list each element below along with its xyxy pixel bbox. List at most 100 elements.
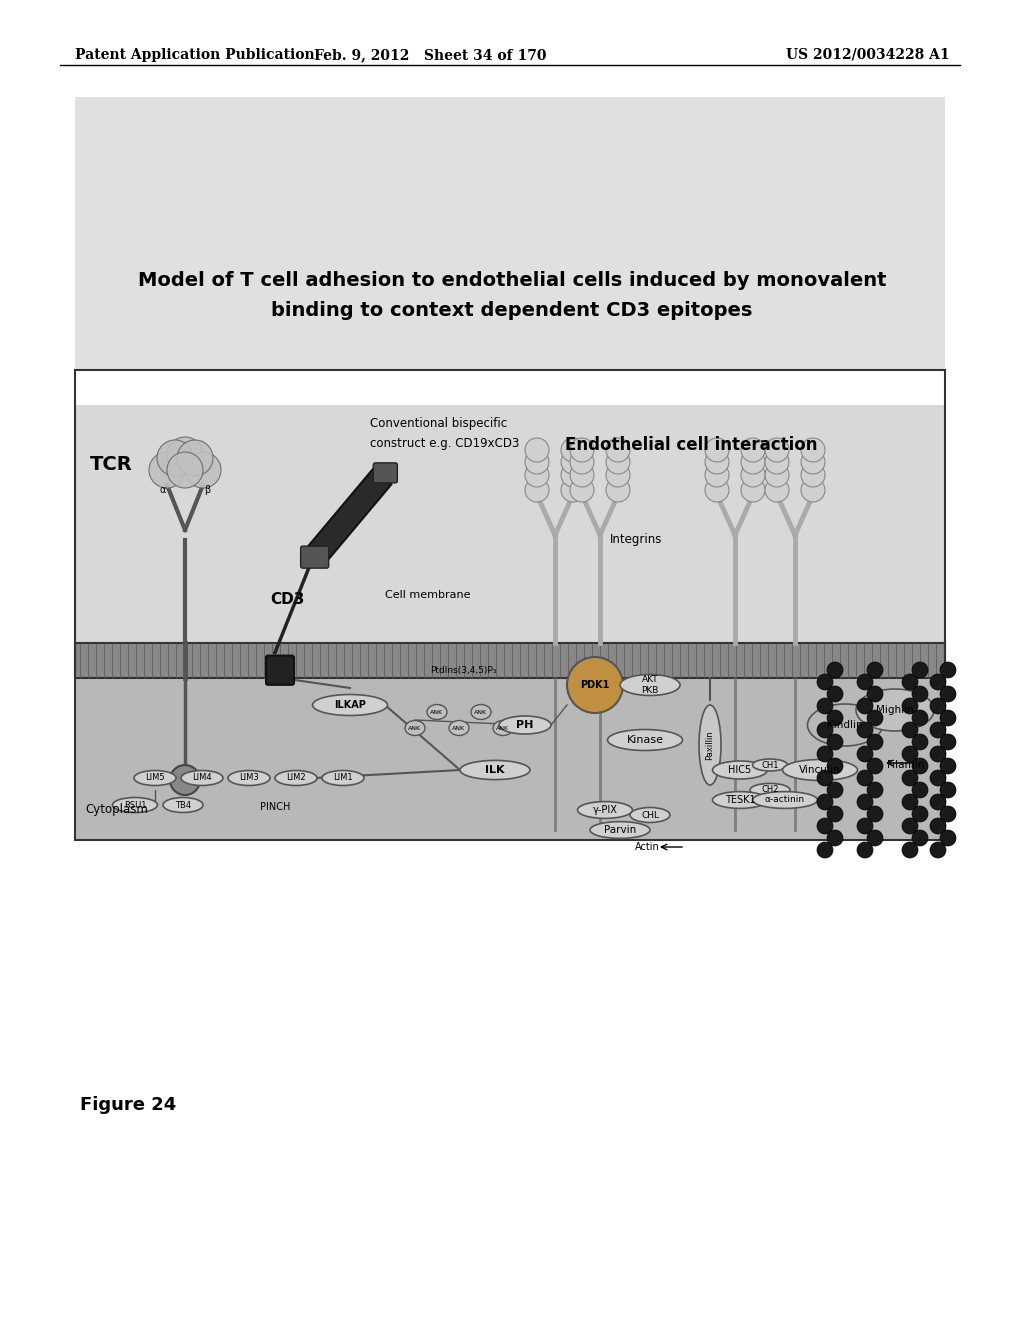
Text: Cell membrane: Cell membrane — [385, 590, 470, 601]
Text: Parvin: Parvin — [604, 825, 636, 836]
Ellipse shape — [713, 792, 768, 808]
Circle shape — [741, 450, 765, 474]
Circle shape — [912, 830, 928, 846]
Circle shape — [902, 746, 918, 762]
Ellipse shape — [699, 705, 721, 785]
Circle shape — [705, 450, 729, 474]
Text: LIM5: LIM5 — [145, 774, 165, 783]
Circle shape — [765, 438, 790, 462]
Ellipse shape — [493, 721, 513, 735]
FancyBboxPatch shape — [266, 656, 294, 685]
Circle shape — [570, 450, 594, 474]
Circle shape — [912, 663, 928, 678]
Ellipse shape — [471, 705, 490, 719]
Circle shape — [930, 675, 946, 690]
Bar — [75, 370, 945, 840]
Ellipse shape — [630, 808, 670, 822]
Circle shape — [741, 463, 765, 487]
Ellipse shape — [312, 694, 387, 715]
Circle shape — [801, 478, 825, 502]
Circle shape — [940, 807, 956, 822]
Circle shape — [827, 686, 843, 702]
Circle shape — [930, 818, 946, 834]
Circle shape — [570, 478, 594, 502]
Ellipse shape — [181, 771, 223, 785]
Circle shape — [912, 734, 928, 750]
FancyBboxPatch shape — [374, 463, 397, 483]
Bar — [75, 643, 945, 678]
Circle shape — [177, 440, 213, 477]
Circle shape — [801, 450, 825, 474]
Text: TCR: TCR — [90, 455, 133, 474]
Circle shape — [857, 722, 873, 738]
Circle shape — [867, 830, 883, 846]
Text: Vinculin: Vinculin — [800, 766, 841, 775]
Circle shape — [817, 770, 833, 785]
Circle shape — [940, 830, 956, 846]
Circle shape — [930, 698, 946, 714]
Circle shape — [570, 463, 594, 487]
Text: CH2: CH2 — [761, 785, 778, 795]
Text: Actin: Actin — [635, 842, 659, 851]
Text: TB4: TB4 — [175, 800, 191, 809]
Circle shape — [561, 450, 585, 474]
Circle shape — [857, 770, 873, 785]
Text: ANK: ANK — [409, 726, 422, 730]
Circle shape — [940, 663, 956, 678]
Bar — [75, 678, 945, 840]
Ellipse shape — [607, 730, 683, 751]
Circle shape — [902, 722, 918, 738]
Ellipse shape — [228, 771, 270, 785]
Circle shape — [857, 795, 873, 810]
Circle shape — [525, 478, 549, 502]
Text: Figure 24: Figure 24 — [80, 1096, 176, 1114]
Circle shape — [912, 807, 928, 822]
Polygon shape — [308, 469, 391, 561]
Circle shape — [606, 478, 630, 502]
Circle shape — [606, 450, 630, 474]
Circle shape — [867, 734, 883, 750]
Ellipse shape — [275, 771, 317, 785]
Ellipse shape — [808, 704, 883, 746]
Circle shape — [150, 451, 185, 488]
Circle shape — [940, 710, 956, 726]
Ellipse shape — [322, 771, 364, 785]
Text: γ-PIX: γ-PIX — [593, 805, 617, 814]
Circle shape — [606, 463, 630, 487]
Text: Filamin: Filamin — [887, 760, 925, 770]
Text: Model of T cell adhesion to endothelial cells induced by monovalent: Model of T cell adhesion to endothelial … — [138, 271, 886, 289]
Circle shape — [867, 686, 883, 702]
Text: PINCH: PINCH — [260, 803, 290, 812]
Circle shape — [940, 781, 956, 799]
Text: ANK: ANK — [497, 726, 510, 730]
Text: LIM2: LIM2 — [286, 774, 306, 783]
Circle shape — [912, 781, 928, 799]
Circle shape — [525, 463, 549, 487]
Circle shape — [912, 758, 928, 774]
Text: CH1: CH1 — [761, 760, 778, 770]
Text: ILK: ILK — [485, 766, 505, 775]
Ellipse shape — [499, 715, 551, 734]
Text: Patent Application Publication: Patent Application Publication — [75, 48, 314, 62]
Ellipse shape — [753, 792, 817, 808]
Text: Kinase: Kinase — [627, 735, 664, 744]
Text: LIM4: LIM4 — [193, 774, 212, 783]
Circle shape — [157, 440, 193, 477]
Ellipse shape — [449, 721, 469, 735]
Text: Integrins: Integrins — [610, 533, 663, 546]
Circle shape — [817, 746, 833, 762]
Ellipse shape — [163, 797, 203, 813]
Bar — [75, 405, 945, 678]
Text: PH: PH — [516, 719, 534, 730]
Circle shape — [902, 698, 918, 714]
Text: HIC5: HIC5 — [728, 766, 752, 775]
Ellipse shape — [113, 797, 158, 813]
Circle shape — [525, 450, 549, 474]
Circle shape — [930, 746, 946, 762]
Text: LIM3: LIM3 — [240, 774, 259, 783]
Circle shape — [867, 758, 883, 774]
Circle shape — [912, 686, 928, 702]
Circle shape — [857, 842, 873, 858]
Circle shape — [902, 675, 918, 690]
Text: Endothelial cell interaction: Endothelial cell interaction — [565, 436, 817, 454]
